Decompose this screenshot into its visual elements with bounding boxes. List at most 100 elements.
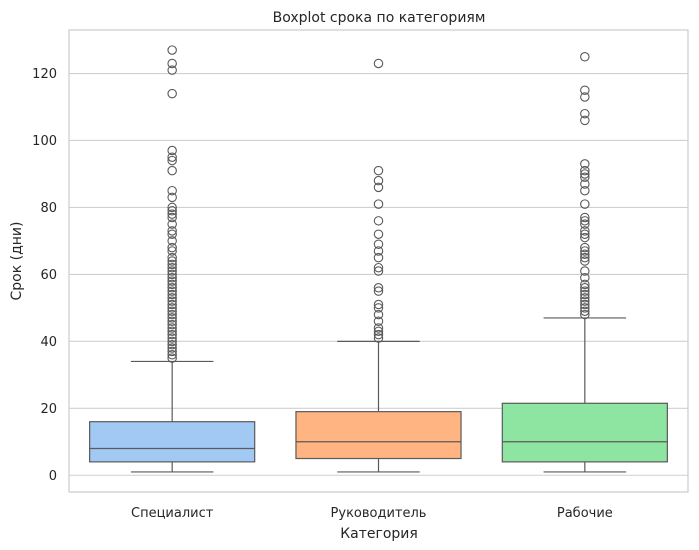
outlier-point [167, 296, 177, 306]
outlier-point [167, 246, 177, 256]
outlier-point [167, 229, 177, 239]
outlier-point [373, 58, 384, 69]
outlier-point [580, 283, 590, 293]
outlier-point [167, 303, 177, 313]
outlier-point [580, 159, 590, 169]
box-group [89, 45, 256, 473]
outlier-point [580, 219, 590, 229]
outlier-point [373, 262, 384, 273]
box-group [501, 52, 668, 473]
outlier-point [373, 252, 384, 263]
outlier-point [580, 306, 590, 316]
outlier-point [167, 206, 177, 216]
outlier-point [373, 299, 384, 310]
outlier-point [167, 65, 177, 75]
outlier-point [580, 92, 590, 102]
outlier-point [167, 349, 177, 360]
outlier-point [167, 45, 177, 55]
outlier-point [580, 199, 590, 209]
outlier-point [167, 276, 177, 286]
outlier-point [373, 286, 384, 296]
outlier-point [167, 309, 177, 320]
outlier-point [580, 185, 590, 196]
plot-frame [68, 29, 689, 493]
boxplot-series [89, 45, 668, 473]
outlier-point [167, 259, 177, 270]
outlier-point [373, 329, 384, 340]
outlier-point [167, 329, 177, 340]
outlier-point [167, 346, 177, 357]
outlier-point [580, 226, 590, 236]
outlier-point [167, 289, 177, 300]
outlier-point [580, 279, 590, 290]
chart-title: Boxplot срока по категориям [273, 10, 486, 26]
outlier-point [580, 108, 590, 119]
outlier-point [580, 169, 590, 179]
outlier-point [373, 246, 384, 256]
outlier-point [167, 155, 177, 166]
outlier-point [167, 279, 177, 290]
outlier-point [167, 333, 177, 343]
outlier-point [580, 165, 590, 176]
outlier-point [167, 165, 177, 176]
outlier-point [167, 145, 177, 156]
y-tick-label: 100 [32, 134, 57, 149]
y-tick-label: 80 [40, 201, 57, 216]
outlier-point [373, 266, 384, 276]
y-tick-label: 20 [40, 402, 57, 417]
outlier-point [167, 269, 177, 280]
outlier-point [580, 293, 590, 303]
outlier-point [167, 283, 177, 293]
outlier-point [167, 242, 177, 253]
outlier-point [580, 85, 590, 96]
outlier-point [580, 286, 590, 296]
outlier-point [167, 266, 177, 276]
outlier-point [580, 303, 590, 313]
box [501, 402, 668, 463]
outlier-point [580, 172, 590, 183]
outlier-point [167, 299, 177, 310]
outlier-point [580, 242, 590, 253]
x-tick-label: Специалист [131, 506, 214, 521]
outlier-point [373, 326, 384, 337]
outlier-point [580, 179, 590, 189]
y-axis-label: Срок (дни) [9, 222, 25, 301]
outlier-point [167, 319, 177, 330]
outlier-point [373, 229, 384, 239]
outlier-point [167, 262, 177, 273]
outlier-point [167, 326, 177, 337]
box [295, 411, 462, 460]
outlier-point [167, 236, 177, 246]
outlier-point [167, 202, 177, 213]
outlier-point [580, 289, 590, 300]
outlier-point [167, 316, 177, 327]
y-tick-label: 40 [40, 335, 57, 350]
outlier-point [167, 336, 177, 347]
outlier-point [580, 232, 590, 243]
outlier-point [167, 185, 177, 196]
outlier-point [167, 88, 177, 99]
outlier-point [580, 252, 590, 263]
outlier-point [167, 343, 177, 353]
outlier-point [580, 229, 590, 239]
y-axis-ticks: 0 20 40 60 80 100 120 [32, 67, 57, 484]
outlier-point [373, 283, 384, 293]
outlier-point [580, 272, 590, 283]
outlier-point [580, 115, 590, 126]
outlier-point [167, 58, 177, 69]
outlier-point [373, 316, 384, 327]
outlier-point [373, 333, 384, 343]
outlier-point [580, 212, 590, 223]
outlier-point [373, 216, 384, 226]
outlier-point [167, 353, 177, 363]
x-tick-label: Руководитель [331, 506, 427, 521]
outlier-point [167, 252, 177, 263]
box-group [295, 58, 462, 473]
x-axis-ticks: Специалист Руководитель Рабочие [131, 506, 613, 521]
outlier-point [580, 266, 590, 276]
outlier-point [167, 209, 177, 219]
outlier-point [167, 192, 177, 203]
outlier-point [167, 256, 177, 266]
outlier-point [580, 256, 590, 266]
